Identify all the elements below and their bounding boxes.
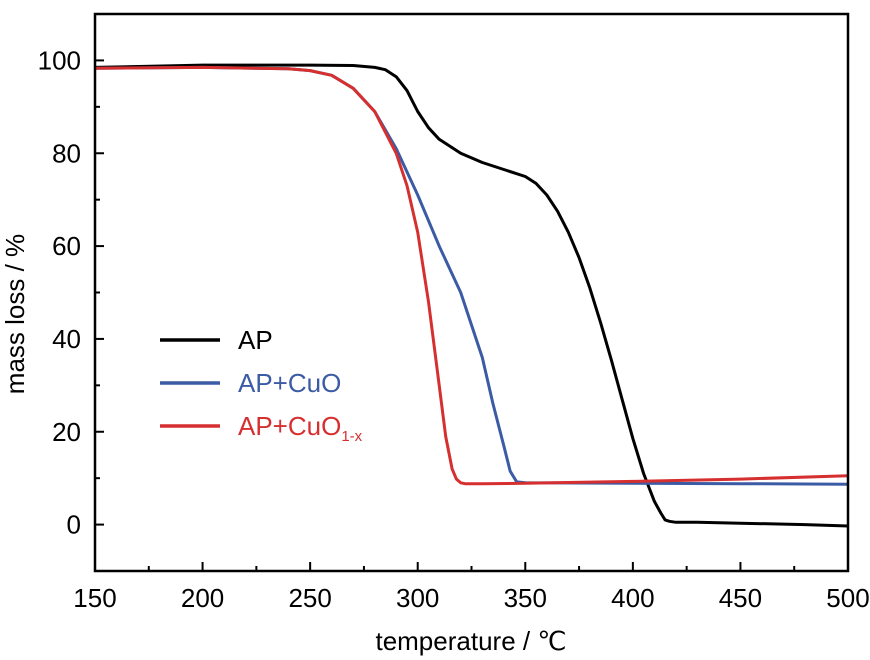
y-tick-label: 80: [52, 138, 81, 168]
y-tick-label: 20: [52, 417, 81, 447]
x-tick-label: 350: [504, 583, 547, 613]
x-tick-label: 450: [719, 583, 762, 613]
series-line-1: [94, 65, 849, 486]
x-axis-title: temperature / ℃: [375, 626, 566, 656]
legend-label-2: AP+CuO1-x: [238, 411, 363, 445]
y-tick-label: 0: [67, 510, 81, 540]
x-tick-label: 500: [826, 583, 869, 613]
plot-lines: [94, 63, 849, 528]
legend-subscript: 1-x: [341, 428, 362, 445]
y-tick-label: 60: [52, 231, 81, 261]
series-line-0: [94, 63, 849, 528]
y-axis-title: mass loss / %: [0, 234, 30, 394]
x-tick-label: 300: [396, 583, 439, 613]
axis-ticks: [94, 13, 849, 572]
x-tick-label: 250: [288, 583, 331, 613]
tick-labels: 150 200 250 300 350 400 450 500 0 20 40 60 80 100: [38, 45, 870, 613]
y-tick-label: 100: [38, 45, 81, 75]
legend-label-1: AP+CuO: [238, 368, 341, 398]
y-tick-label: 40: [52, 324, 81, 354]
legend: AP AP+CuO AP+CuO1-x: [160, 325, 363, 445]
plot-frame: [93, 12, 850, 573]
series-line-2: [94, 65, 849, 486]
x-tick-label: 150: [73, 583, 116, 613]
legend-label-0: AP: [238, 325, 273, 355]
x-tick-label: 400: [611, 583, 654, 613]
x-tick-label: 200: [181, 583, 224, 613]
